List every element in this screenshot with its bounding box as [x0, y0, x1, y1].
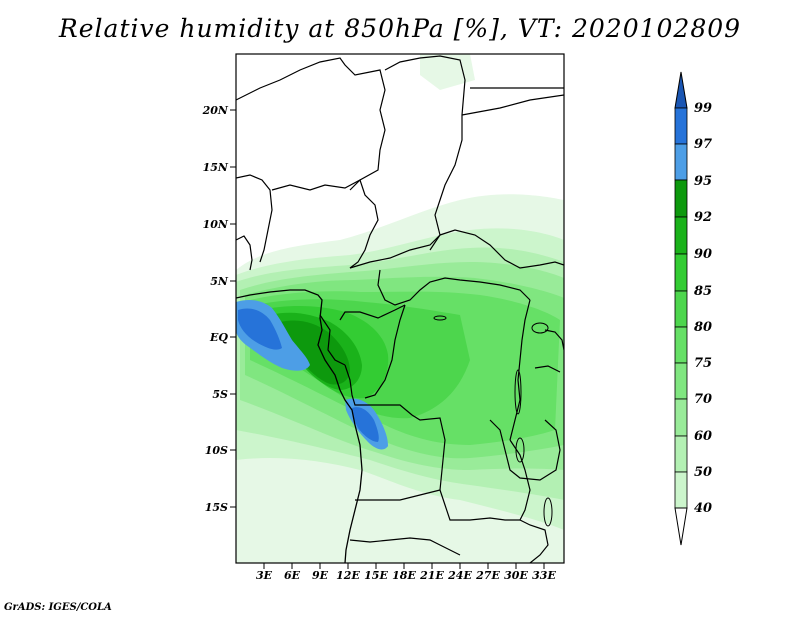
- lat-label: 10N: [203, 218, 229, 231]
- lon-label: 15E: [364, 569, 388, 582]
- colorbar-swatch: [674, 107, 688, 145]
- lat-label: EQ: [209, 331, 228, 344]
- lon-label: 18E: [392, 569, 416, 582]
- rh-99-region-south: [352, 407, 379, 442]
- colorbar-swatch: [674, 143, 688, 181]
- lon-label: 6E: [284, 569, 301, 582]
- colorbar-bottom-arrow: [674, 507, 688, 546]
- colorbar-swatch: [674, 290, 688, 328]
- lon-label: 3E: [256, 569, 273, 582]
- humidity-field: [236, 54, 564, 563]
- colorbar-swatch: [674, 471, 688, 509]
- lon-label: 21E: [419, 569, 444, 582]
- grads-credit: GrADS: IGES/COLA: [4, 602, 112, 613]
- lon-label: 30E: [504, 569, 528, 582]
- lon-label: 9E: [312, 569, 329, 582]
- coastline: [236, 289, 363, 563]
- colorbar-swatch: [674, 362, 688, 400]
- colorbar-label: 75: [694, 356, 712, 371]
- lakes: [433, 315, 553, 527]
- longitude-axis: 3E 6E 9E 12E 15E 18E 21E 24E 27E 30E 33E: [256, 563, 556, 582]
- colorbar-swatch: [674, 326, 688, 364]
- colorbar-label: 60: [694, 429, 712, 444]
- colorbar-swatch: [674, 216, 688, 255]
- lat-label: 10S: [205, 444, 228, 457]
- colorbar-label: 70: [694, 392, 712, 407]
- colorbar-label: 85: [694, 284, 712, 299]
- colorbar-swatch: [674, 398, 688, 437]
- colorbar-label: 92: [694, 210, 712, 225]
- lat-label: 5N: [210, 275, 229, 288]
- lat-label: 5S: [212, 388, 228, 401]
- rh-95-region: [280, 320, 350, 385]
- colorbar: 99 97 95 92 90 85 80 75 70 60 50 40: [674, 71, 712, 546]
- lon-label: 12E: [336, 569, 360, 582]
- latitude-axis: 20N 15N 10N 5N EQ 5S 10S 15S: [202, 104, 236, 514]
- lon-label: 27E: [475, 569, 500, 582]
- lat-label: 15N: [203, 161, 229, 174]
- colorbar-label: 90: [694, 247, 712, 262]
- lon-label: 24E: [447, 569, 472, 582]
- map-title: Relative humidity at 850hPa [%], VT: 202…: [58, 14, 742, 43]
- lat-label: 20N: [202, 104, 229, 117]
- colorbar-label: 95: [694, 174, 712, 189]
- colorbar-top-arrow: [674, 71, 688, 109]
- colorbar-swatch: [674, 253, 688, 292]
- colorbar-label: 40: [694, 501, 712, 516]
- colorbar-label: 80: [694, 320, 712, 335]
- colorbar-label: 50: [694, 465, 712, 480]
- colorbar-swatch: [674, 179, 688, 218]
- colorbar-label: 97: [694, 137, 712, 152]
- lon-label: 33E: [532, 569, 556, 582]
- country-borders: [236, 55, 564, 563]
- rh-99-region-west: [238, 308, 282, 350]
- lat-label: 15S: [205, 501, 228, 514]
- map-frame: [235, 53, 565, 564]
- colorbar-swatch: [674, 435, 688, 473]
- colorbar-label: 99: [694, 101, 712, 116]
